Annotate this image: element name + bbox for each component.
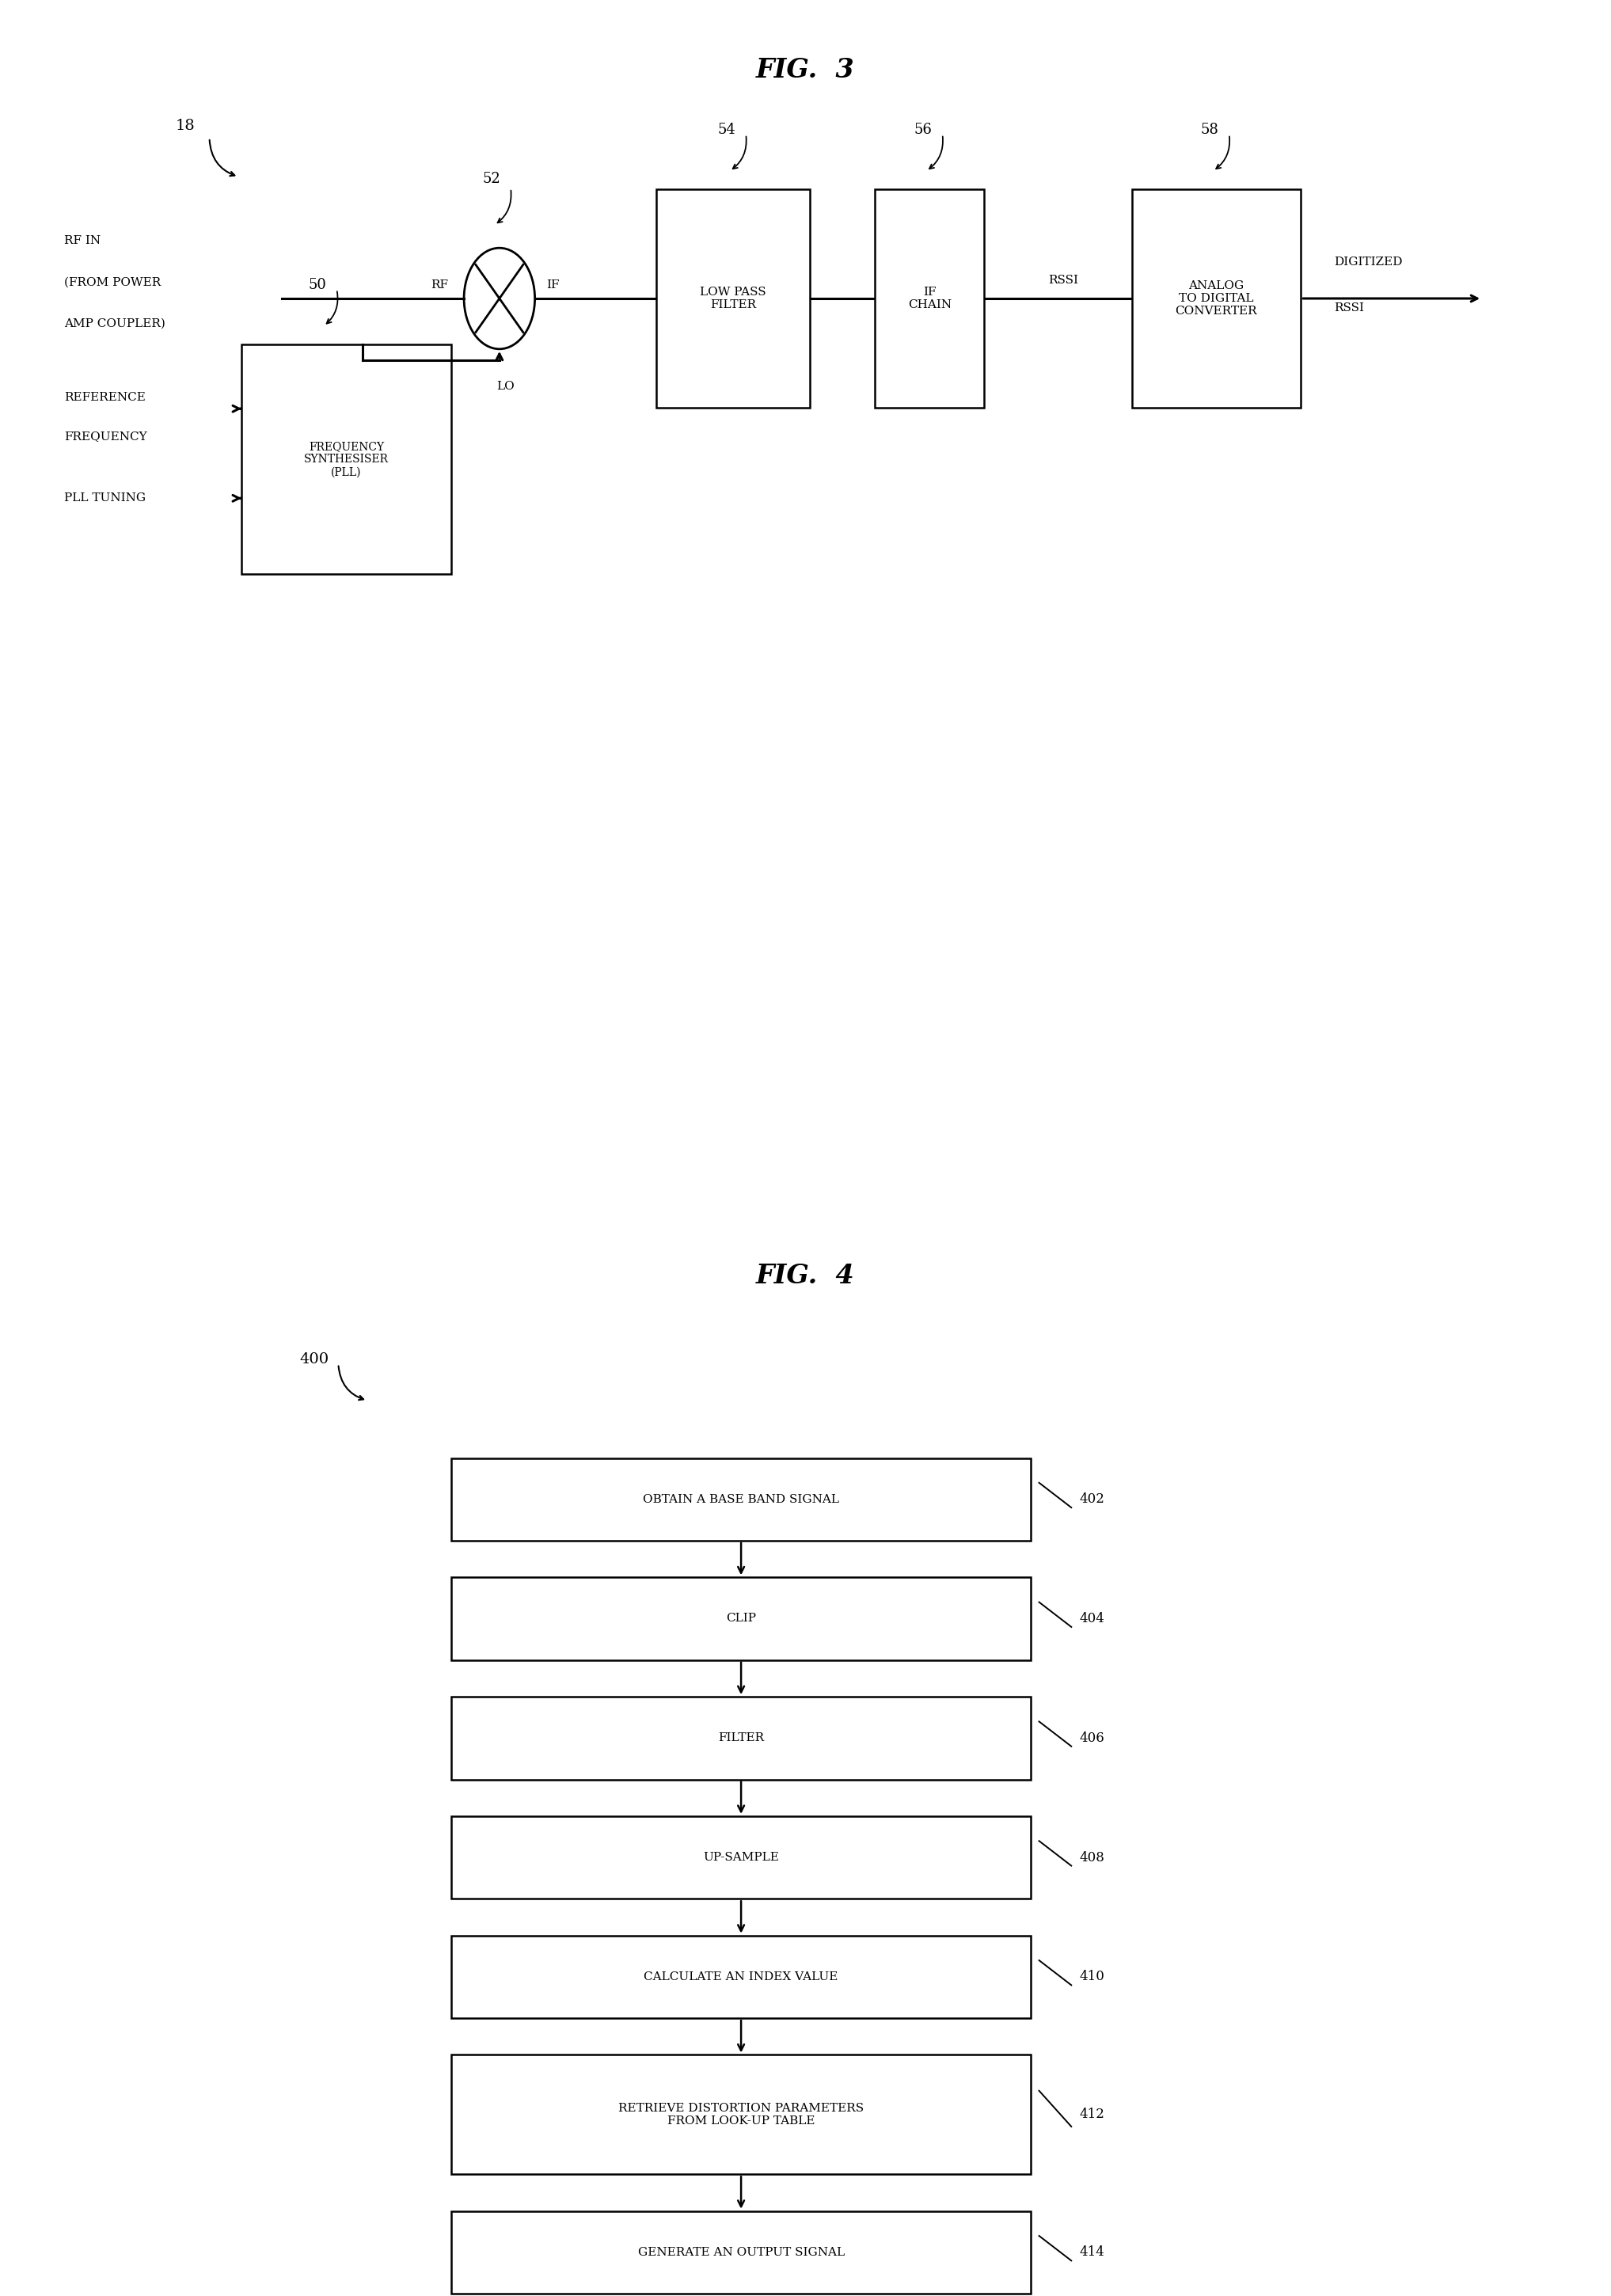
Text: IF
CHAIN: IF CHAIN [907,287,952,310]
Text: 412: 412 [1079,2108,1105,2122]
Text: OBTAIN A BASE BAND SIGNAL: OBTAIN A BASE BAND SIGNAL [643,1495,839,1504]
Bar [451,2211,1031,2294]
Text: RETRIEVE DISTORTION PARAMETERS
FROM LOOK-UP TABLE: RETRIEVE DISTORTION PARAMETERS FROM LOOK… [619,2103,863,2126]
Bar [451,1697,1031,1779]
Text: RF IN: RF IN [64,236,101,246]
Text: 414: 414 [1079,2245,1105,2259]
Text: RF: RF [430,280,448,289]
Text: 18: 18 [176,119,195,133]
Text: FILTER: FILTER [719,1733,764,1743]
Text: 410: 410 [1079,1970,1105,1984]
Text: 58: 58 [1200,122,1220,138]
Bar [451,2055,1031,2174]
Bar [1131,191,1302,409]
Text: LO: LO [496,381,516,393]
Text: DIGITIZED: DIGITIZED [1334,257,1403,266]
Text: 404: 404 [1079,1612,1105,1626]
Text: GENERATE AN OUTPUT SIGNAL: GENERATE AN OUTPUT SIGNAL [638,2248,844,2257]
Text: IF: IF [546,280,559,289]
Text: AMP COUPLER): AMP COUPLER) [64,319,166,328]
Text: ANALOG
TO DIGITAL
CONVERTER: ANALOG TO DIGITAL CONVERTER [1176,280,1257,317]
Bar [451,1936,1031,2018]
Bar [451,1577,1031,1660]
Text: 408: 408 [1079,1851,1105,1864]
Text: 402: 402 [1079,1492,1105,1506]
Text: 54: 54 [717,122,736,138]
Text: UP-SAMPLE: UP-SAMPLE [702,1853,780,1862]
Text: (FROM POWER: (FROM POWER [64,278,161,287]
Text: CLIP: CLIP [727,1614,756,1623]
Text: CALCULATE AN INDEX VALUE: CALCULATE AN INDEX VALUE [644,1972,838,1981]
Text: 406: 406 [1079,1731,1105,1745]
Text: FREQUENCY: FREQUENCY [64,432,147,441]
Bar [451,1816,1031,1899]
Bar [657,191,810,409]
Bar [875,191,984,409]
Text: FIG.  4: FIG. 4 [756,1263,855,1288]
Text: RSSI: RSSI [1334,303,1365,312]
Text: 52: 52 [482,172,501,186]
Bar [242,344,451,574]
Text: FIG.  3: FIG. 3 [756,57,855,83]
Text: PLL TUNING: PLL TUNING [64,494,147,503]
Text: LOW PASS
FILTER: LOW PASS FILTER [699,287,767,310]
Text: REFERENCE: REFERENCE [64,393,147,402]
Text: 50: 50 [308,278,327,292]
Text: 56: 56 [913,122,933,138]
Text: FREQUENCY
SYNTHESISER
(PLL): FREQUENCY SYNTHESISER (PLL) [304,441,388,478]
Text: 400: 400 [300,1352,329,1366]
Bar [451,1458,1031,1541]
Text: RSSI: RSSI [1049,276,1078,285]
